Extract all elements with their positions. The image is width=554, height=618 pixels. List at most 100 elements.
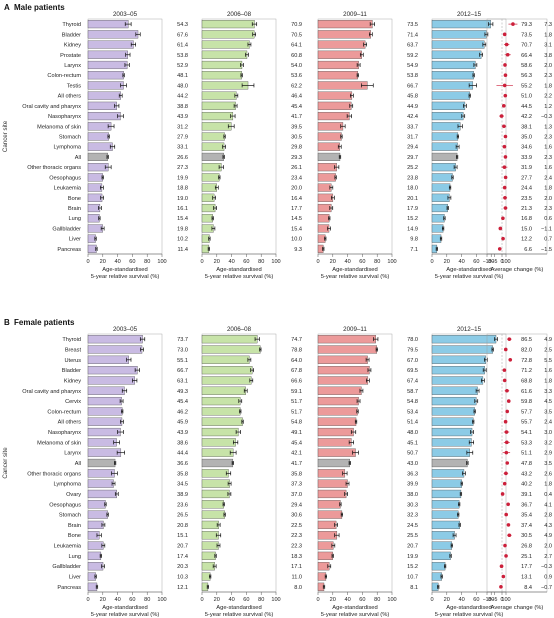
change-point [507,533,512,538]
survival-bar [317,183,332,192]
x-tick-label: 60 [473,597,479,603]
site-label: Brain [68,206,81,212]
survival-bar [87,500,106,509]
site-label: Pancreas [57,247,81,253]
site-label: Testis [67,83,82,89]
site-label: Gallbladder [52,226,81,232]
survival-bar [431,572,442,581]
value-label: 67.8 [291,368,302,374]
change-value-label: 3.8 [544,53,552,59]
change-value-label: 1.6 [544,165,552,171]
change-value-label: 1.8 [544,32,552,38]
period-header: 2003–05 [113,11,138,18]
survival-bar [87,152,108,161]
value-label: 8.4 [524,585,532,591]
change-axis-label: Average change (%) [491,605,544,611]
value-label: 54.0 [291,63,302,69]
value-label: 39.9 [407,482,418,488]
value-label: 30.3 [407,502,418,508]
survival-bar [431,427,473,437]
value-label: 15.4 [177,216,188,222]
value-label: 55.1 [177,358,188,364]
site-label: Prostate [60,53,81,59]
survival-bar [431,203,448,213]
cancer-site-axis-label: Cancer site [2,447,9,479]
site-label: Oesophagus [49,502,81,508]
survival-bar [201,173,220,182]
change-point [500,492,505,496]
value-label: 73.5 [521,32,532,38]
change-value-label: 0.6 [544,216,552,222]
value-label: 71.2 [521,368,532,374]
value-label: 18.8 [177,186,188,192]
survival-bar [201,355,250,364]
value-label: 19.8 [177,226,188,232]
panel-title: Female patients [14,318,75,327]
survival-bar [201,500,224,509]
survival-bar [87,101,117,110]
survival-bar [317,60,359,70]
change-value-label: 0.4 [544,492,552,498]
period-column-4: 2012–15 86.5 82.0 72.8 71.2 68.8 61.6 59.8 57.7 5… [430,326,532,618]
value-label: 12.1 [177,585,188,591]
survival-bar [431,448,470,457]
change-point [503,155,508,159]
survival-bar [317,214,330,223]
change-point [511,22,515,26]
value-label: 73.0 [177,347,188,353]
survival-bar [431,20,491,29]
survival-bar [431,510,459,519]
panel-female-patients: B Female patients Cancer site Thyroid Breast… [2,318,552,618]
survival-bar [431,163,456,172]
value-label: 51.1 [521,451,532,457]
survival-bar [431,214,445,223]
x-tick-label: 0 [430,259,433,265]
site-label: Larynx [64,63,81,69]
site-label: Lymphoma [54,145,82,151]
survival-bar [87,438,117,447]
panel-letter: B [4,318,10,327]
change-value-label: 1.8 [544,482,552,488]
survival-bar [87,112,121,121]
change-value-label: 3.5 [544,461,552,467]
value-label: 15.2 [407,216,418,222]
value-label: 9.3 [294,247,302,253]
change-value-label: 0.7 [544,237,552,243]
value-label: 20.7 [177,544,188,550]
survival-bar [201,489,230,499]
change-value-label: 1.8 [544,186,552,192]
survival-bar [431,101,466,110]
period-column-2: 2006–08 70.9 70.5 64.1 60.8 54.0 53.6 62.2 46.4 4… [200,11,302,280]
change-point [504,430,509,434]
value-label: 20.7 [407,544,418,550]
value-label: 18.3 [291,554,302,560]
survival-bar [87,489,117,499]
x-axis-label-line1: Age-standardised [332,605,377,611]
value-label: 70.7 [521,43,532,49]
site-label: Nasopharynx [48,430,81,436]
change-value-label: 2.8 [544,513,552,519]
survival-bar [201,551,216,560]
value-label: 15.4 [291,226,302,232]
site-label: Larynx [64,451,81,457]
value-label: 18.0 [407,186,418,192]
site-label: Bladder [62,32,81,38]
value-label: 45.1 [407,440,418,446]
survival-bar [201,541,219,550]
survival-bar [317,417,357,426]
survival-bar [201,458,234,468]
period-header: 2006–08 [227,326,252,333]
value-label: 68.8 [521,378,532,384]
x-tick-label: 20 [100,597,106,603]
change-point [501,236,505,241]
site-label: Colon-rectum [47,73,81,79]
change-frame [486,18,548,255]
change-value-label: 3.0 [544,430,552,436]
change-point [507,337,512,341]
value-label: 29.7 [407,155,418,161]
value-label: 45.9 [177,420,188,426]
survival-bar [87,541,104,550]
x-axis-label-line1: Age-standardised [446,605,491,611]
survival-bar [87,479,114,488]
value-label: 43.2 [521,471,532,477]
